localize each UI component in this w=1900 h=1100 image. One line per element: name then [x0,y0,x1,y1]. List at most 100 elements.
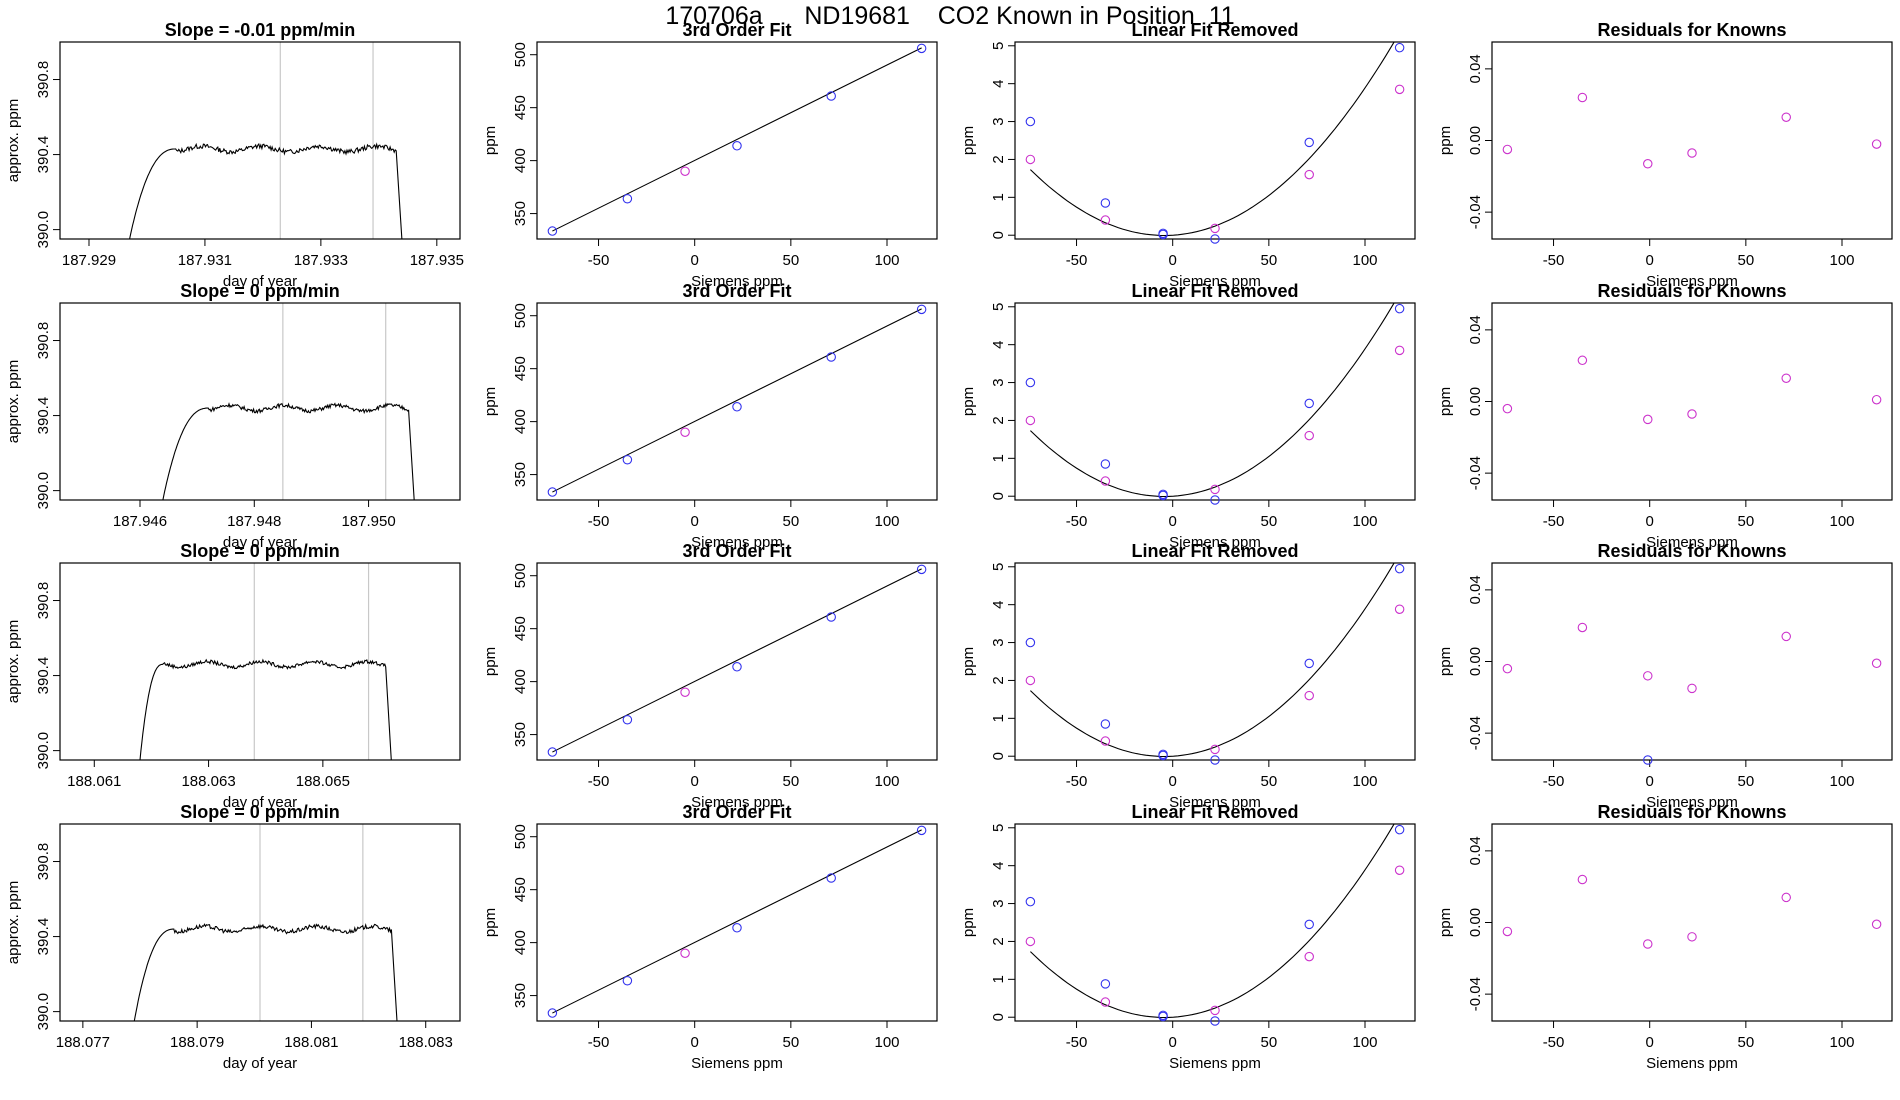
y-tick-label: -0.04 [1467,977,1484,1011]
panel-title: Residuals for Knowns [1597,281,1786,301]
data-trace [129,142,403,239]
x-tick-label: 100 [874,773,899,790]
x-tick-label: 0 [1646,773,1654,790]
plot-frame [59,302,461,501]
x-tick-label: 50 [1261,513,1278,530]
fit-curve [1030,824,1395,1019]
data-point-magenta [1577,92,1588,103]
x-tick-label: 50 [1261,252,1278,269]
x-tick-label: 50 [783,513,800,530]
y-tick-label: 450 [512,356,529,381]
x-tick-label: 100 [1352,513,1377,530]
plot-frame [536,41,938,240]
data-point-blue [1304,919,1314,930]
data-point-magenta [1304,430,1314,441]
plot-frame [536,302,938,501]
x-tick-label: -50 [1543,513,1565,530]
data-point-magenta [1871,394,1882,405]
y-axis-label: approx. ppm [5,360,22,443]
y-axis-label: ppm [482,908,499,937]
y-tick-label: 500 [512,563,529,588]
x-tick-label: 100 [874,513,899,530]
y-tick-label: 390.0 [35,211,52,249]
data-point-magenta [1643,159,1653,169]
y-tick-label: 0 [990,492,1007,500]
y-tick-label: 4 [990,862,1007,870]
data-point-magenta [1577,874,1588,885]
data-point-blue [1394,42,1405,53]
y-tick-label: 390.4 [35,657,52,695]
panel-resid-0: Residuals for Knowns -50 0 50 100 -0.04 0.00 0.… [1437,20,1893,290]
panel-linear-3: Linear Fit Removed -50 0 50 100 0 1 2 3 4 5 Siemens… [960,802,1416,1072]
y-tick-label: 4 [990,341,1007,349]
y-tick-label: 400 [512,669,529,694]
y-tick-label: 350 [512,462,529,487]
panel-title: Linear Fit Removed [1131,281,1298,301]
x-axis-label: Siemens ppm [1646,273,1738,290]
data-point-magenta [1687,148,1697,158]
x-tick-label: 187.950 [341,513,395,530]
y-tick-label: 0.00 [1467,387,1484,416]
data-point-magenta [680,948,690,958]
x-axis-label: Siemens ppm [691,1055,783,1072]
x-tick-label: 188.079 [170,1034,224,1051]
data-point-blue [732,923,742,933]
x-tick-label: -50 [1066,773,1088,790]
data-point-magenta [1871,139,1882,149]
data-point-blue [622,715,633,725]
data-point-blue [1158,490,1168,501]
data-point-blue [547,226,558,236]
panel-title: Slope = 0 ppm/min [180,802,340,822]
x-tick-label: 50 [783,773,800,790]
data-point-blue [1304,398,1314,409]
x-tick-label: 0 [691,773,699,790]
fit-line [552,829,922,1014]
y-tick-label: 350 [512,983,529,1008]
panel-linear-1: Linear Fit Removed -50 0 50 100 0 1 2 3 4 5 Siemens… [960,281,1416,551]
y-tick-label: 400 [512,148,529,173]
plot-frame [59,823,461,1022]
panel-title: 3rd Order Fit [682,281,791,301]
x-tick-label: 187.948 [227,513,281,530]
fit-line [552,568,922,753]
y-tick-label: 2 [990,676,1007,684]
data-point-magenta [680,427,690,437]
y-axis-label: ppm [482,647,499,676]
y-tick-label: 450 [512,95,529,120]
y-axis-label: ppm [1437,908,1454,937]
y-axis-label: ppm [1437,387,1454,416]
data-point-blue [826,873,836,883]
page-title: 170706a ND19681 CO2 Known in Position 11 [665,2,1235,30]
y-tick-label: 350 [512,201,529,226]
panel-trace-2: Slope = 0 ppm/min 188.061 188.063 188.065 39… [5,541,461,811]
data-point-blue [622,455,633,465]
data-point-blue [1394,303,1405,314]
data-point-magenta [1502,926,1513,937]
data-point-magenta [1210,223,1220,234]
y-tick-label: 3 [990,378,1007,386]
data-point-magenta [1781,631,1791,642]
y-axis-label: ppm [482,126,499,155]
data-point-magenta [1643,939,1653,949]
y-tick-label: 5 [990,563,1007,571]
x-axis-label: Siemens ppm [691,534,783,551]
y-axis-label: approx. ppm [5,620,22,703]
data-point-magenta [1871,658,1882,669]
y-axis-label: ppm [1437,647,1454,676]
data-point-blue [1100,979,1111,989]
y-axis-label: ppm [960,647,977,676]
x-tick-label: 187.931 [178,252,232,269]
y-tick-label: 5 [990,42,1007,50]
x-tick-label: -50 [1066,513,1088,530]
x-tick-label: -50 [1066,252,1088,269]
x-axis-label: day of year [223,794,297,811]
data-point-blue [916,564,927,575]
x-tick-label: 100 [1352,1034,1377,1051]
data-point-blue [732,402,742,412]
plot-frame [536,562,938,761]
y-tick-label: 1 [990,975,1007,983]
data-point-magenta [1304,690,1314,701]
x-axis-label: day of year [223,273,297,290]
y-tick-label: 450 [512,877,529,902]
data-point-blue [732,662,742,672]
